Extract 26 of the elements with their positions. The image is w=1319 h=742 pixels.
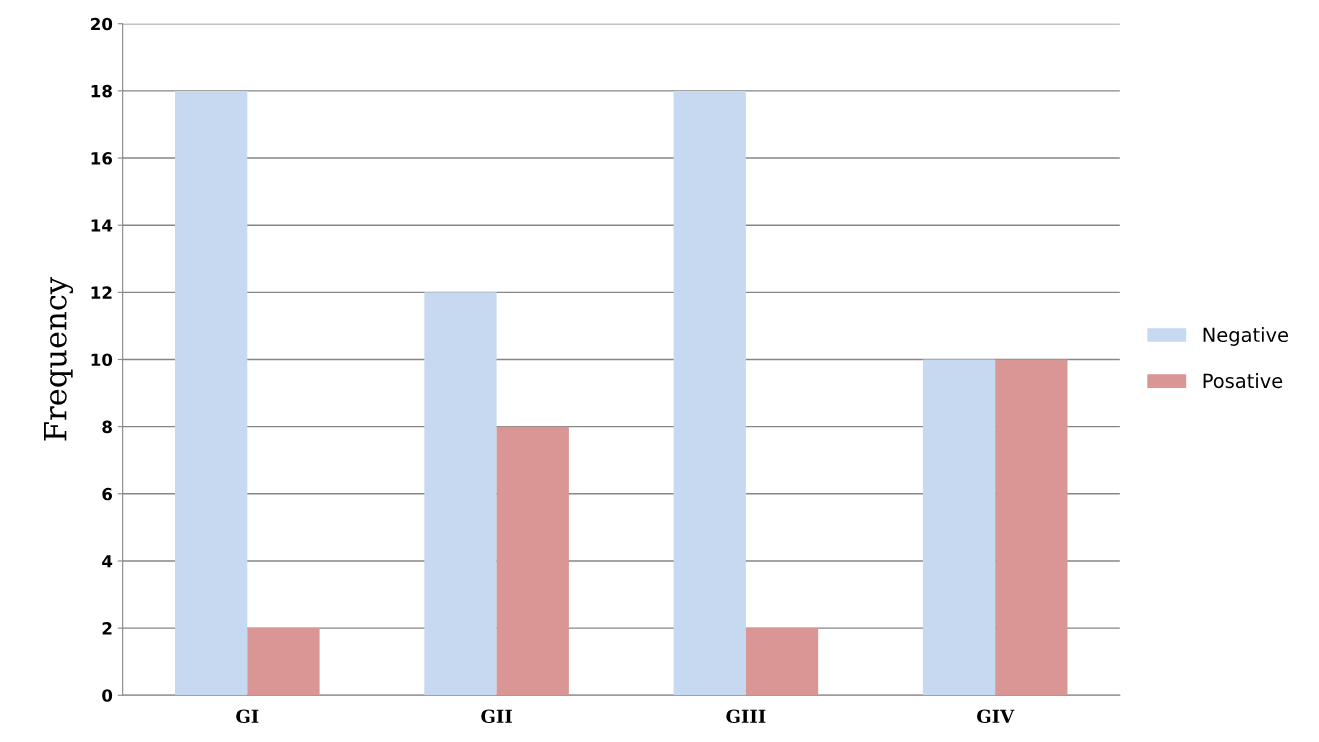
y-tick-label: 8 — [102, 420, 112, 434]
bar — [175, 90, 248, 696]
bar — [745, 628, 819, 696]
legend-label: Posative — [1203, 373, 1283, 389]
bar — [922, 359, 996, 696]
y-tick-label: 10 — [91, 353, 113, 367]
bar — [247, 628, 320, 696]
x-tick-label: GI — [236, 709, 259, 724]
y-tick-label: 18 — [91, 84, 112, 98]
y-tick-label: 2 — [102, 622, 112, 635]
bar — [995, 359, 1068, 696]
bar — [424, 292, 497, 696]
bar — [673, 90, 746, 696]
y-axis-title: Frequency — [44, 276, 74, 441]
legend-label: Negative — [1203, 327, 1288, 346]
x-tick-label: GII — [481, 709, 512, 724]
x-tick-label: GIII — [726, 709, 766, 724]
y-tick-label: 4 — [102, 555, 113, 568]
y-tick-label: 14 — [91, 219, 113, 232]
x-tick-label: GIV — [977, 709, 1015, 724]
bar — [496, 426, 569, 696]
y-tick-label: 6 — [102, 487, 113, 501]
y-tick-label: 0 — [102, 689, 113, 702]
y-tick-label: 20 — [91, 17, 113, 31]
y-tick-label: 12 — [91, 286, 112, 299]
y-tick-label: 16 — [91, 152, 113, 165]
